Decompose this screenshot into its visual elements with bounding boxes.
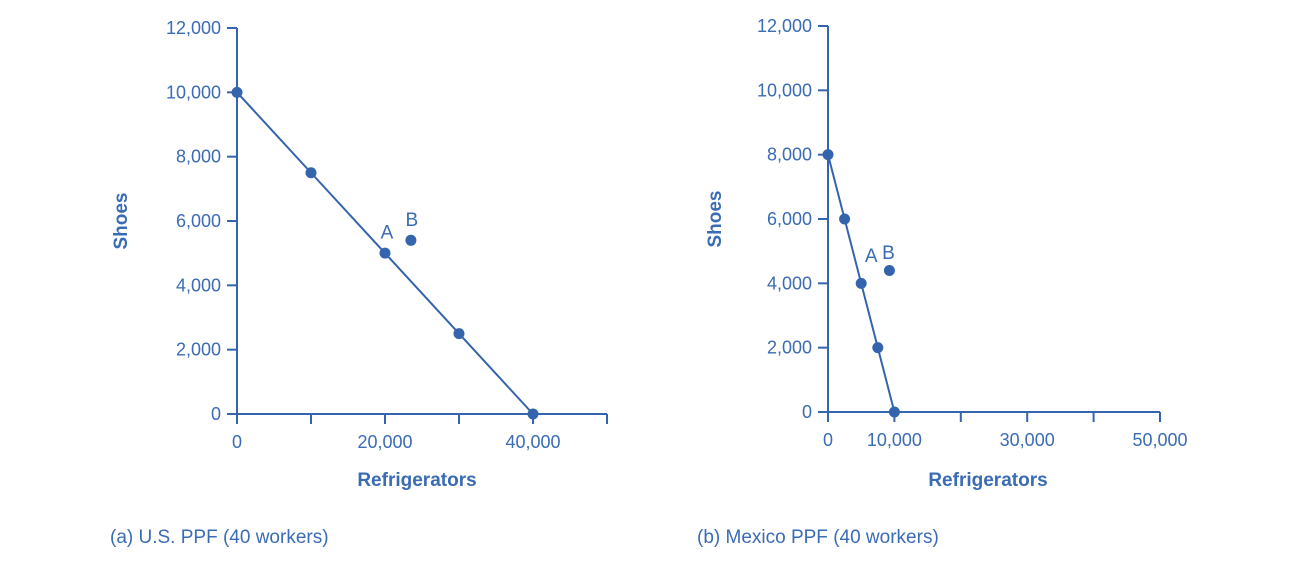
ppf-point: [231, 86, 243, 98]
ppf-point: [888, 406, 900, 418]
x-axis-title-us: Refrigerators: [357, 470, 477, 491]
y-tick-label: 8,000: [767, 145, 812, 165]
point-b-marker: [883, 264, 895, 276]
y-tick-label: 12,000: [757, 16, 812, 36]
x-tick-label: 40,000: [505, 432, 560, 452]
ppf-point: [379, 247, 391, 259]
y-tick-label: 0: [211, 404, 221, 424]
y-tick-label: 8,000: [176, 147, 221, 167]
ppf-point: [453, 328, 465, 340]
y-tick-label: 6,000: [176, 211, 221, 231]
caption-mexico-ppf: (b) Mexico PPF (40 workers): [697, 527, 939, 548]
y-tick-label: 12,000: [166, 18, 221, 38]
x-tick-label: 50,000: [1132, 430, 1187, 450]
x-tick-label: 10,000: [867, 430, 922, 450]
y-axis-title-mexico: Shoes: [705, 190, 726, 248]
y-axis-title-us: Shoes: [111, 192, 132, 250]
ppf-point: [855, 277, 867, 289]
point-b-marker: [405, 234, 417, 246]
x-axis-title-mexico: Refrigerators: [928, 470, 1048, 491]
x-tick-label: 0: [823, 430, 833, 450]
caption-us-ppf: (a) U.S. PPF (40 workers): [110, 527, 329, 548]
x-tick-label: 20,000: [357, 432, 412, 452]
ppf-point: [839, 213, 851, 225]
ppf-point: [305, 167, 317, 179]
ppf-point: [872, 342, 884, 354]
y-tick-label: 10,000: [166, 82, 221, 102]
point-label-b: B: [406, 210, 419, 231]
y-tick-label: 10,000: [757, 80, 812, 100]
ppf-point: [822, 149, 834, 161]
x-tick-label: 30,000: [1000, 430, 1055, 450]
y-tick-label: 2,000: [176, 340, 221, 360]
point-label-a: A: [865, 246, 878, 267]
y-tick-label: 6,000: [767, 209, 812, 229]
y-tick-label: 0: [802, 402, 812, 422]
point-label-a: A: [381, 223, 394, 244]
y-tick-label: 2,000: [767, 338, 812, 358]
x-tick-label: 0: [232, 432, 242, 452]
ppf-point: [527, 408, 539, 420]
y-tick-label: 4,000: [176, 275, 221, 295]
point-label-b: B: [882, 243, 895, 264]
y-tick-label: 4,000: [767, 273, 812, 293]
